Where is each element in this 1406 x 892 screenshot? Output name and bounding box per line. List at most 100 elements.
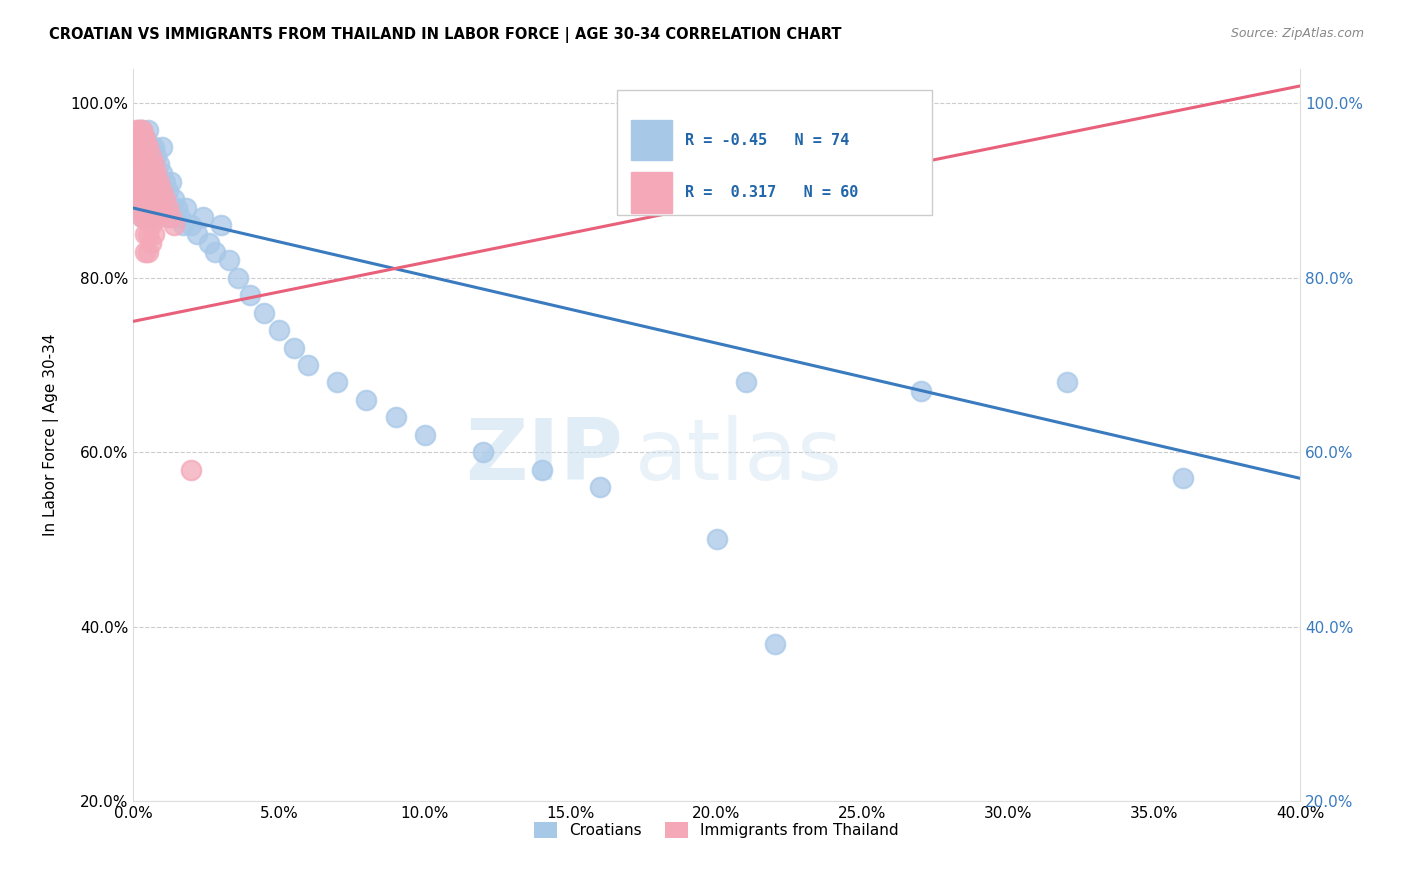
Point bbox=[153, 175, 176, 189]
Point bbox=[134, 244, 156, 259]
Point bbox=[253, 305, 276, 319]
Point bbox=[145, 166, 167, 180]
Point bbox=[128, 140, 150, 154]
Point bbox=[136, 227, 159, 242]
Point bbox=[128, 122, 150, 136]
Point bbox=[131, 210, 153, 224]
Point bbox=[145, 175, 167, 189]
Point bbox=[134, 131, 156, 145]
Point bbox=[125, 149, 148, 163]
Point bbox=[239, 288, 262, 302]
Point bbox=[134, 157, 156, 171]
Point bbox=[134, 192, 156, 206]
Point bbox=[150, 201, 173, 215]
Point bbox=[139, 149, 162, 163]
Point bbox=[134, 175, 156, 189]
Point bbox=[136, 140, 159, 154]
FancyBboxPatch shape bbox=[631, 120, 672, 161]
Point bbox=[297, 358, 319, 372]
Point bbox=[734, 376, 756, 390]
Point bbox=[384, 410, 406, 425]
Point bbox=[136, 210, 159, 224]
Point bbox=[125, 140, 148, 154]
Point bbox=[160, 175, 183, 189]
Point bbox=[128, 166, 150, 180]
Point bbox=[136, 244, 159, 259]
Point bbox=[472, 445, 495, 459]
Point bbox=[180, 219, 202, 233]
Point bbox=[145, 149, 167, 163]
Point bbox=[125, 140, 148, 154]
Point bbox=[128, 184, 150, 198]
Point bbox=[136, 122, 159, 136]
Point bbox=[356, 392, 378, 407]
FancyBboxPatch shape bbox=[631, 172, 672, 212]
Point bbox=[131, 192, 153, 206]
Point bbox=[136, 175, 159, 189]
Point bbox=[157, 201, 180, 215]
Point bbox=[172, 219, 194, 233]
Point bbox=[139, 235, 162, 250]
Point bbox=[169, 210, 191, 224]
Point bbox=[910, 384, 932, 398]
Point bbox=[128, 157, 150, 171]
Point bbox=[142, 184, 165, 198]
Point bbox=[131, 175, 153, 189]
Point bbox=[163, 192, 186, 206]
Point bbox=[218, 253, 240, 268]
Point bbox=[131, 140, 153, 154]
Point bbox=[128, 157, 150, 171]
Point bbox=[139, 175, 162, 189]
Point bbox=[157, 210, 180, 224]
Point bbox=[174, 201, 197, 215]
Point bbox=[148, 175, 170, 189]
Point bbox=[1173, 471, 1195, 485]
Point bbox=[134, 131, 156, 145]
Point bbox=[128, 201, 150, 215]
Point bbox=[267, 323, 290, 337]
Point bbox=[139, 157, 162, 171]
Point bbox=[139, 201, 162, 215]
Point bbox=[128, 192, 150, 206]
Point bbox=[148, 192, 170, 206]
Point bbox=[134, 140, 156, 154]
Point bbox=[150, 166, 173, 180]
Point bbox=[131, 131, 153, 145]
Point bbox=[128, 149, 150, 163]
Legend: Croatians, Immigrants from Thailand: Croatians, Immigrants from Thailand bbox=[529, 816, 905, 845]
Point bbox=[131, 157, 153, 171]
Point bbox=[142, 140, 165, 154]
Point bbox=[134, 166, 156, 180]
Point bbox=[139, 140, 162, 154]
Point bbox=[139, 219, 162, 233]
Point bbox=[706, 533, 728, 547]
Point bbox=[142, 227, 165, 242]
Point bbox=[136, 140, 159, 154]
Point bbox=[150, 201, 173, 215]
Point bbox=[131, 210, 153, 224]
Y-axis label: In Labor Force | Age 30-34: In Labor Force | Age 30-34 bbox=[44, 334, 59, 536]
Point bbox=[131, 122, 153, 136]
Point bbox=[209, 219, 232, 233]
Point bbox=[136, 210, 159, 224]
Point bbox=[136, 192, 159, 206]
Point bbox=[128, 131, 150, 145]
Point bbox=[131, 122, 153, 136]
Point bbox=[134, 201, 156, 215]
Point bbox=[148, 157, 170, 171]
Point bbox=[326, 376, 349, 390]
Point bbox=[150, 140, 173, 154]
Text: Source: ZipAtlas.com: Source: ZipAtlas.com bbox=[1230, 27, 1364, 40]
Point bbox=[204, 244, 226, 259]
Point bbox=[145, 201, 167, 215]
Point bbox=[413, 427, 436, 442]
Point bbox=[763, 637, 786, 651]
Point bbox=[191, 210, 214, 224]
Point bbox=[125, 122, 148, 136]
Point bbox=[226, 270, 249, 285]
Point bbox=[1056, 376, 1078, 390]
Point bbox=[283, 341, 305, 355]
FancyBboxPatch shape bbox=[617, 90, 932, 215]
Point bbox=[148, 184, 170, 198]
Point bbox=[125, 166, 148, 180]
